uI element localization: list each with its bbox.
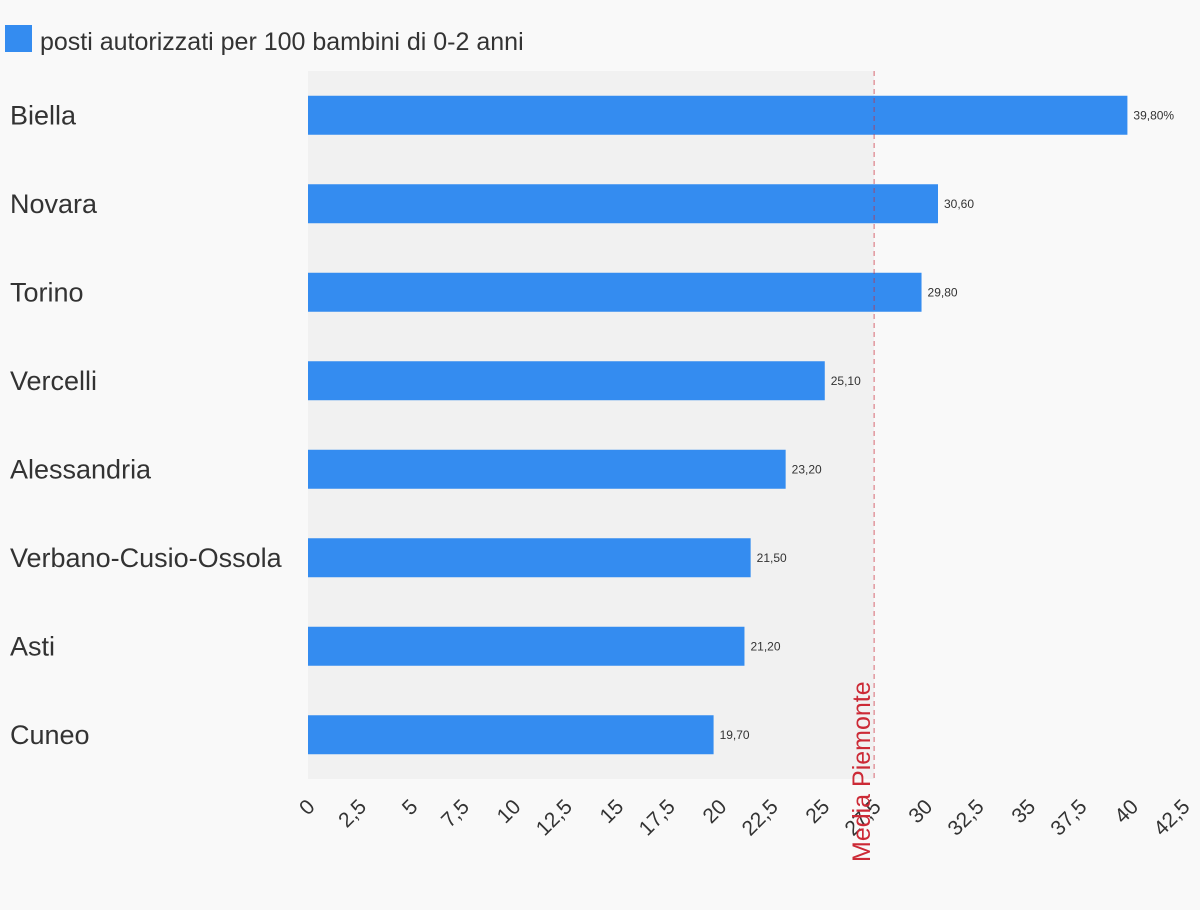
plot-area <box>308 71 875 779</box>
category-label: Biella <box>10 100 77 130</box>
data-label: 25,10 <box>831 374 861 388</box>
bar <box>308 626 745 666</box>
data-label: 21,20 <box>750 639 780 653</box>
bar <box>308 715 714 755</box>
category-label: Cuneo <box>10 720 90 750</box>
plot-band <box>308 71 875 779</box>
reference-line-label: Media Piemonte <box>848 681 876 862</box>
category-label: Novara <box>10 189 98 219</box>
bar <box>308 449 786 489</box>
category-label: Vercelli <box>10 366 97 396</box>
category-label: Alessandria <box>10 454 152 484</box>
bar <box>308 538 751 578</box>
bar <box>308 272 922 312</box>
bars-group <box>308 95 1128 755</box>
data-label: 21,50 <box>757 551 787 565</box>
category-label: Verbano-Cusio-Ossola <box>10 543 283 573</box>
data-label: 23,20 <box>792 462 822 476</box>
legend-swatch <box>5 25 32 52</box>
data-label: 19,70 <box>720 728 750 742</box>
data-label: 30,60 <box>944 197 974 211</box>
data-labels-group: 39,80% 30,60 29,80 25,10 23,20 21,50 21,20 19,7… <box>720 108 1175 742</box>
bar <box>308 184 938 224</box>
legend-label: posti autorizzati per 100 bambini di 0-2… <box>40 28 524 56</box>
bar <box>308 361 825 401</box>
category-labels-group: Biella Novara Torino Vercelli Alessandria Ver… <box>10 100 283 750</box>
category-label: Torino <box>10 277 84 307</box>
reference-line-group: Media Piemonte <box>848 71 876 862</box>
data-label: 39,80% <box>1133 108 1174 122</box>
data-label: 29,80 <box>928 285 958 299</box>
category-label: Asti <box>10 631 55 661</box>
bar <box>308 95 1128 135</box>
legend[interactable]: posti autorizzati per 100 bambini di 0-2… <box>5 25 524 56</box>
